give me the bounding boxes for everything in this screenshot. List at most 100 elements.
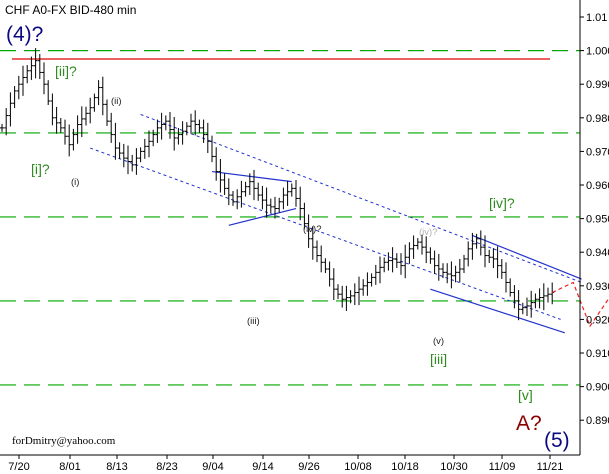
ohlc-bar <box>205 122 210 154</box>
ohlc-bar <box>4 108 9 136</box>
x-axis-tick-label: 9/14 <box>252 461 273 473</box>
ohlc-bar <box>252 169 256 201</box>
ohlc-bar <box>407 242 412 264</box>
ohlc-bar <box>12 86 17 109</box>
ohlc-bar <box>239 180 244 208</box>
ohlc-bar <box>298 186 303 221</box>
ohlc-bar <box>151 129 156 147</box>
ohlc-bar <box>340 285 345 308</box>
ohlc-bar <box>168 111 172 139</box>
ohlc-bar <box>302 202 307 230</box>
ohlc-bar <box>344 285 349 311</box>
ohlc-bar <box>403 244 408 279</box>
y-axis-tick-label: 0.960 <box>586 180 609 192</box>
trend-line-2 <box>472 234 582 280</box>
ohlc-bar <box>268 198 273 214</box>
ohlc-bar <box>243 181 248 197</box>
ohlc-bar <box>260 185 265 210</box>
ohlc-bar <box>373 264 378 285</box>
y-axis-tick-label: 0.970 <box>586 146 609 158</box>
y-axis-tick-label: 0.900 <box>586 382 609 394</box>
ohlc-bar <box>172 116 177 151</box>
ohlc-bar <box>520 302 525 315</box>
ohlc-bar <box>382 257 387 273</box>
ohlc-bar <box>176 128 181 145</box>
wave-label: [ii]? <box>55 63 77 79</box>
wave-label: (iv)? <box>303 224 321 235</box>
ohlc-bar <box>155 119 160 143</box>
ohlc-bar <box>75 115 80 144</box>
ohlc-bar <box>516 290 521 321</box>
ohlc-bar <box>163 115 168 131</box>
ohlc-bar <box>247 173 252 195</box>
ohlc-bar <box>491 248 496 269</box>
ohlc-bar <box>369 273 374 287</box>
ohlc-bar <box>436 253 441 281</box>
ohlc-bar <box>16 75 21 100</box>
ohlc-bar <box>331 268 336 301</box>
ohlc-bar <box>541 283 546 311</box>
y-axis-tick-label: 0.910 <box>586 348 609 360</box>
ohlc-bar <box>285 180 290 206</box>
ohlc-bar <box>277 197 282 213</box>
ohlc-bar <box>365 272 370 296</box>
wave-label: (iii) <box>247 316 260 327</box>
ohlc-bar <box>121 143 126 168</box>
ohlc-bar <box>466 241 471 267</box>
x-axis-tick-label: 8/01 <box>59 461 80 473</box>
ohlc-bar <box>21 65 25 96</box>
ohlc-bar <box>348 290 353 304</box>
ohlc-bar <box>453 265 458 283</box>
ohlc-bar <box>113 122 118 160</box>
ohlc-bar <box>289 183 294 197</box>
ohlc-bar <box>63 119 67 145</box>
ohlc-bar <box>50 93 55 126</box>
ohlc-bar <box>134 148 139 175</box>
wave-label: [i]? <box>31 161 50 177</box>
ohlc-bar <box>100 76 105 116</box>
ohlc-bar <box>432 250 437 274</box>
y-axis-tick-label: 0.990 <box>586 79 609 91</box>
ohlc-bar <box>478 230 483 256</box>
wave-label: (ii) <box>111 96 122 107</box>
ohlc-bar <box>281 187 286 210</box>
ohlc-bar <box>357 276 361 306</box>
channel-upper-line <box>140 113 582 283</box>
ohlc-bar <box>445 263 450 284</box>
ohlc-bar <box>201 119 206 143</box>
ohlc-bar <box>138 147 143 163</box>
ohlc-bar <box>415 238 420 250</box>
ohlc-bar <box>319 245 324 273</box>
ohlc-bar <box>184 122 189 136</box>
ohlc-bar <box>231 191 235 206</box>
x-axis-tick-label: 10/30 <box>440 461 468 473</box>
ohlc-bar <box>180 121 185 145</box>
ohlc-bar <box>462 254 466 274</box>
ohlc-bar <box>159 112 164 140</box>
ohlc-bar <box>130 154 135 172</box>
ohlc-bar <box>92 93 97 112</box>
x-axis-tick-label: 9/04 <box>202 461 223 473</box>
y-axis-tick-label: 1.01 <box>586 12 607 24</box>
wave-label: [v] <box>518 387 533 403</box>
x-axis-tick-label: 9/26 <box>298 461 319 473</box>
ohlc-bar <box>193 110 198 136</box>
ohlc-bar <box>273 196 277 219</box>
ohlc-bar <box>306 214 311 248</box>
ohlc-bar <box>483 235 487 268</box>
ohlc-bar <box>29 56 34 80</box>
author-signature: forDmitry@yahoo.com <box>12 435 116 447</box>
wave-label: (v) <box>433 336 444 347</box>
y-axis-tick-label: 0.920 <box>586 314 609 326</box>
ohlc-bar <box>420 234 424 255</box>
trend-line-0 <box>211 170 292 183</box>
chart-title: CHF A0-FX BID-480 min <box>5 3 136 17</box>
ohlc-bar <box>88 97 93 124</box>
ohlc-bar <box>394 253 399 269</box>
wave-label: (4)? <box>6 23 43 46</box>
y-axis-tick-label: 0.930 <box>586 281 609 293</box>
ohlc-bar <box>42 62 46 95</box>
ohlc-bar <box>210 135 214 163</box>
x-axis-tick-label: 11/21 <box>537 461 564 473</box>
ohlc-bar <box>361 279 366 296</box>
